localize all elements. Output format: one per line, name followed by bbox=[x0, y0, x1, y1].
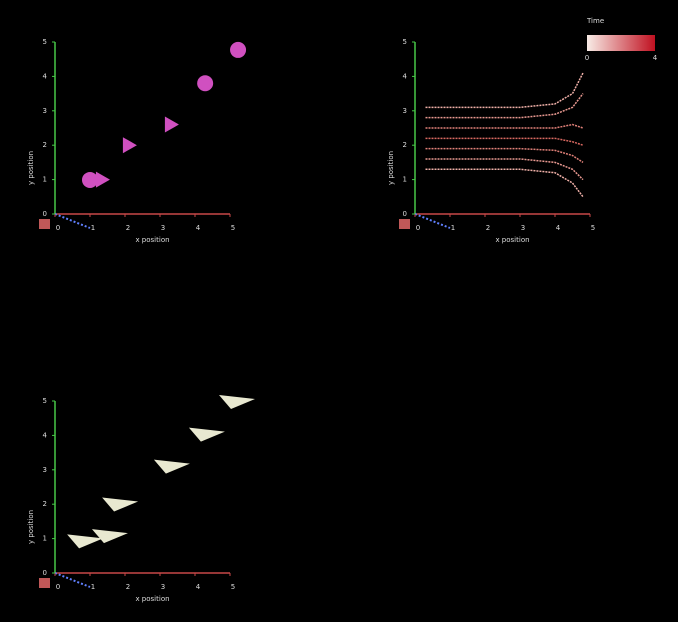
x-tick-label: 0 bbox=[56, 224, 60, 232]
plane-glyph bbox=[102, 497, 139, 512]
plane-glyph bbox=[153, 459, 190, 474]
y-tick-label: 5 bbox=[403, 38, 407, 46]
plane-glyph bbox=[67, 534, 104, 549]
colorbar-title: Time bbox=[586, 17, 604, 25]
panel: 0 1 2 3 4 5 0 1 2 3 4 5 x position y position bbox=[27, 395, 255, 603]
colorbar-tick-label: 4 bbox=[653, 54, 658, 62]
y-tick-label: 4 bbox=[403, 72, 408, 80]
y-tick-label: 3 bbox=[403, 107, 407, 115]
x-axis-label: x position bbox=[135, 236, 169, 244]
x-tick-label: 4 bbox=[196, 583, 201, 591]
colorbar-tick-label: 0 bbox=[585, 54, 589, 62]
y-tick-label: 2 bbox=[43, 500, 47, 508]
plane-glyph bbox=[91, 529, 128, 544]
trajectory-line bbox=[425, 137, 584, 146]
y-tick-label: 0 bbox=[403, 210, 407, 218]
y-tick-label: 1 bbox=[43, 535, 47, 543]
y-axis-label: y position bbox=[27, 510, 35, 544]
y-tick-label: 2 bbox=[403, 141, 407, 149]
y-tick-label: 5 bbox=[43, 397, 47, 405]
trajectory-line bbox=[425, 93, 584, 119]
sphere-glyph bbox=[230, 41, 247, 58]
x-tick-label: 3 bbox=[161, 224, 165, 232]
x-tick-label: 0 bbox=[416, 224, 420, 232]
sphere-glyph bbox=[197, 75, 214, 92]
y-tick-label: 3 bbox=[43, 107, 47, 115]
x-axis-label: x position bbox=[495, 236, 529, 244]
sphere-glyph bbox=[82, 171, 98, 188]
y-axis-label: y position bbox=[27, 151, 35, 185]
origin-marker bbox=[399, 219, 410, 229]
y-tick-label: 3 bbox=[43, 466, 47, 474]
x-tick-label: 2 bbox=[486, 224, 490, 232]
y-axis-label: y position bbox=[387, 151, 395, 185]
panel: 0 1 2 3 4 5 0 1 2 3 4 5 x position y position Time 0 4 bbox=[387, 17, 658, 244]
panel: 0 1 2 3 4 5 0 1 2 3 4 5 x position y position bbox=[27, 38, 247, 244]
x-tick-label: 5 bbox=[231, 583, 235, 591]
origin-marker bbox=[39, 219, 50, 229]
origin-marker bbox=[39, 578, 50, 588]
y-tick-label: 4 bbox=[43, 72, 48, 80]
y-tick-label: 1 bbox=[403, 176, 407, 184]
colorbar bbox=[587, 35, 655, 51]
y-tick-label: 1 bbox=[43, 176, 47, 184]
y-tick-label: 5 bbox=[43, 38, 47, 46]
y-tick-label: 4 bbox=[43, 431, 48, 439]
cone-glyph bbox=[95, 171, 110, 188]
trajectory-line bbox=[425, 72, 584, 109]
x-tick-label: 2 bbox=[126, 583, 130, 591]
x-tick-label: 1 bbox=[91, 583, 95, 591]
plane-glyph bbox=[188, 427, 225, 442]
cone-glyph bbox=[164, 116, 179, 133]
y-tick-label: 0 bbox=[43, 569, 47, 577]
x-tick-label: 1 bbox=[91, 224, 95, 232]
x-tick-label: 3 bbox=[161, 583, 165, 591]
x-tick-label: 2 bbox=[126, 224, 130, 232]
y-tick-label: 2 bbox=[43, 141, 47, 149]
x-tick-label: 5 bbox=[591, 224, 595, 232]
trajectory-line bbox=[425, 168, 584, 198]
trajectory-line bbox=[425, 147, 584, 164]
x-axis-label: x position bbox=[135, 595, 169, 603]
trajectory-line bbox=[425, 158, 584, 181]
trajectory-line bbox=[425, 123, 584, 129]
x-tick-label: 5 bbox=[231, 224, 235, 232]
x-tick-label: 4 bbox=[196, 224, 201, 232]
plane-glyph bbox=[219, 395, 255, 409]
x-tick-label: 4 bbox=[556, 224, 561, 232]
x-tick-label: 3 bbox=[521, 224, 525, 232]
x-tick-label: 1 bbox=[451, 224, 455, 232]
y-tick-label: 0 bbox=[43, 210, 47, 218]
x-tick-label: 0 bbox=[56, 583, 60, 591]
cone-glyph bbox=[122, 137, 137, 154]
